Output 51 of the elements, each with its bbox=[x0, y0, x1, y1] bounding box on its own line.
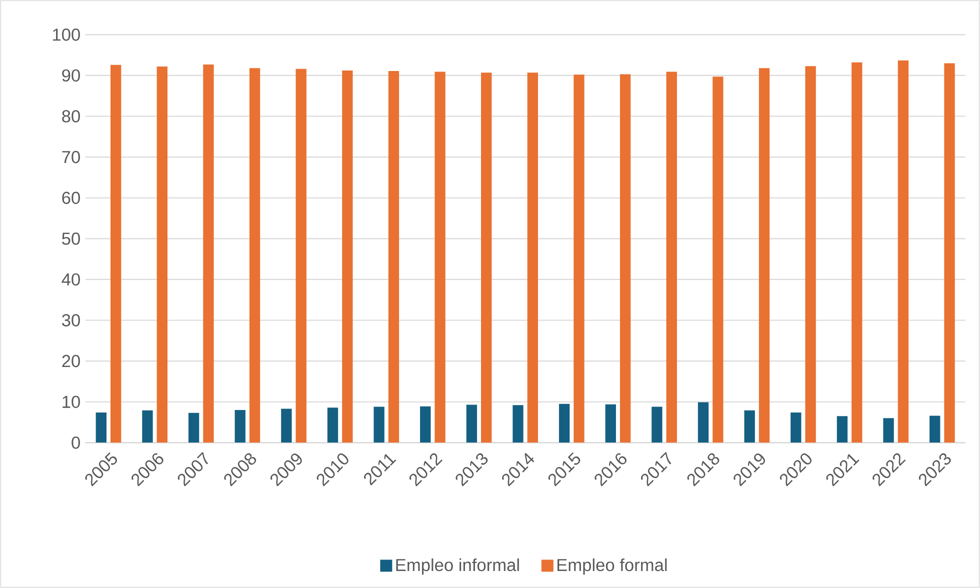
bar bbox=[930, 416, 940, 443]
bar bbox=[203, 64, 214, 443]
y-tick-label: 90 bbox=[62, 69, 80, 82]
y-tick-label: 30 bbox=[62, 314, 80, 326]
y-tick-label: 100 bbox=[53, 28, 80, 41]
y-tick-label: 60 bbox=[62, 192, 80, 204]
y-tick-label: 50 bbox=[62, 232, 80, 245]
bar bbox=[466, 404, 478, 443]
bar bbox=[852, 62, 862, 443]
bar bbox=[156, 66, 168, 443]
bar bbox=[281, 408, 292, 443]
bar bbox=[712, 76, 724, 443]
bar bbox=[420, 406, 431, 443]
bar bbox=[758, 68, 770, 443]
bar bbox=[883, 418, 894, 443]
bar bbox=[481, 72, 492, 443]
bar bbox=[110, 64, 122, 443]
y-tick-label: 10 bbox=[62, 396, 80, 408]
bar bbox=[512, 405, 524, 443]
bar bbox=[558, 404, 570, 443]
bar bbox=[836, 416, 848, 443]
bar bbox=[234, 410, 246, 443]
bar bbox=[527, 72, 538, 443]
bar bbox=[249, 68, 260, 443]
bar bbox=[790, 412, 802, 443]
bar bbox=[805, 66, 816, 443]
bar bbox=[574, 74, 584, 443]
bar bbox=[142, 410, 153, 443]
bar bbox=[388, 70, 400, 443]
bar bbox=[620, 74, 631, 443]
bar bbox=[944, 63, 955, 443]
y-tick-label: 20 bbox=[62, 354, 80, 368]
y-tick-label: 70 bbox=[62, 150, 80, 164]
bar bbox=[744, 410, 755, 443]
bar bbox=[666, 72, 677, 443]
bar bbox=[898, 60, 909, 443]
bar bbox=[434, 72, 446, 443]
bar bbox=[652, 406, 662, 443]
bar bbox=[342, 70, 353, 443]
bar bbox=[698, 402, 709, 443]
bar bbox=[374, 406, 384, 443]
bar bbox=[327, 408, 338, 443]
bar bbox=[605, 404, 616, 443]
legend-label: Empleo formal bbox=[558, 558, 667, 575]
bar bbox=[296, 68, 306, 443]
bar bbox=[96, 412, 106, 443]
y-tick-label: 40 bbox=[62, 273, 80, 286]
y-tick-label: 80 bbox=[62, 110, 80, 122]
bar bbox=[188, 412, 200, 443]
legend-label: Empleo informal bbox=[396, 558, 519, 575]
y-tick-label: 0 bbox=[72, 436, 80, 449]
